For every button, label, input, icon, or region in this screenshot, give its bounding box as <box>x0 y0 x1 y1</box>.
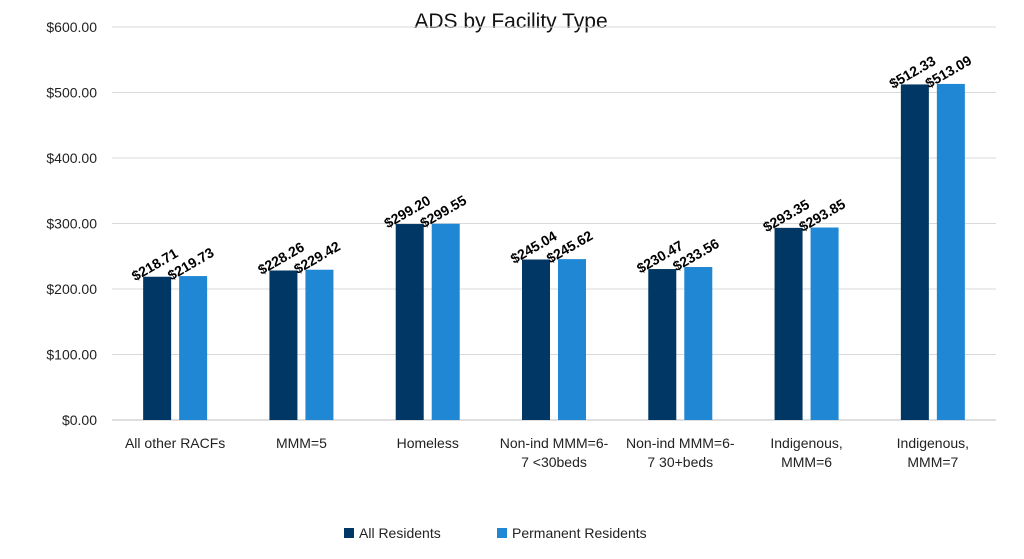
x-tick-label: 7 30+beds <box>647 454 713 470</box>
x-tick-label: MMM=7 <box>907 454 958 470</box>
x-tick-label: All other RACFs <box>125 435 225 451</box>
legend-swatch-permanent-residents <box>497 528 507 538</box>
gridlines <box>112 26 996 421</box>
bar-all-residents <box>900 84 929 420</box>
bar-all-residents <box>269 270 298 420</box>
legend-swatch-all-residents <box>344 528 354 538</box>
bar-permanent-residents <box>936 83 965 420</box>
x-tick-label: Homeless <box>397 435 459 451</box>
bar-all-residents <box>143 276 172 420</box>
y-tick-label: $500.00 <box>46 85 97 101</box>
bar-permanent-residents <box>431 223 460 420</box>
y-tick-label: $400.00 <box>46 150 97 166</box>
y-tick-label: $600.00 <box>46 19 97 35</box>
x-tick-label: Non-ind MMM=6- <box>626 435 735 451</box>
legend-label-permanent-residents: Permanent Residents <box>512 525 647 541</box>
bar-permanent-residents <box>305 269 334 420</box>
data-labels: $218.71$219.73 $228.26$229.42$299.20$299.… <box>129 52 975 284</box>
x-tick-label: Indigenous, <box>770 435 842 451</box>
bar-all-residents <box>774 227 803 420</box>
x-tick-label: 7 <30beds <box>521 454 587 470</box>
bar-all-residents <box>648 269 677 420</box>
x-axis: All other RACFs MMM=5 Homeless Non-ind MMM=… <box>125 435 969 470</box>
x-tick-label: Indigenous, <box>897 435 969 451</box>
y-tick-label: $100.00 <box>46 347 97 363</box>
y-axis: $0.00 $100.00 $200.00 $300.00 $400.00 $500.00… <box>46 19 97 428</box>
bar-all-residents <box>522 259 550 420</box>
x-tick-label: MMM=6 <box>781 454 832 470</box>
bar-permanent-residents <box>810 227 839 420</box>
bars <box>143 83 965 420</box>
bar-all-residents <box>395 224 424 420</box>
bar-permanent-residents <box>179 276 208 420</box>
y-tick-label: $0.00 <box>62 412 97 428</box>
x-tick-label: MMM=5 <box>276 435 327 451</box>
bar-permanent-residents <box>684 267 713 420</box>
legend: All Residents Permanent Residents <box>344 525 647 541</box>
bar-permanent-residents <box>558 259 586 420</box>
y-tick-label: $200.00 <box>46 281 97 297</box>
chart-title: ADS by Facility Type <box>414 10 607 33</box>
legend-label-all-residents: All Residents <box>359 525 441 541</box>
x-tick-label: Non-ind MMM=6- <box>500 435 609 451</box>
y-tick-label: $300.00 <box>46 216 97 232</box>
